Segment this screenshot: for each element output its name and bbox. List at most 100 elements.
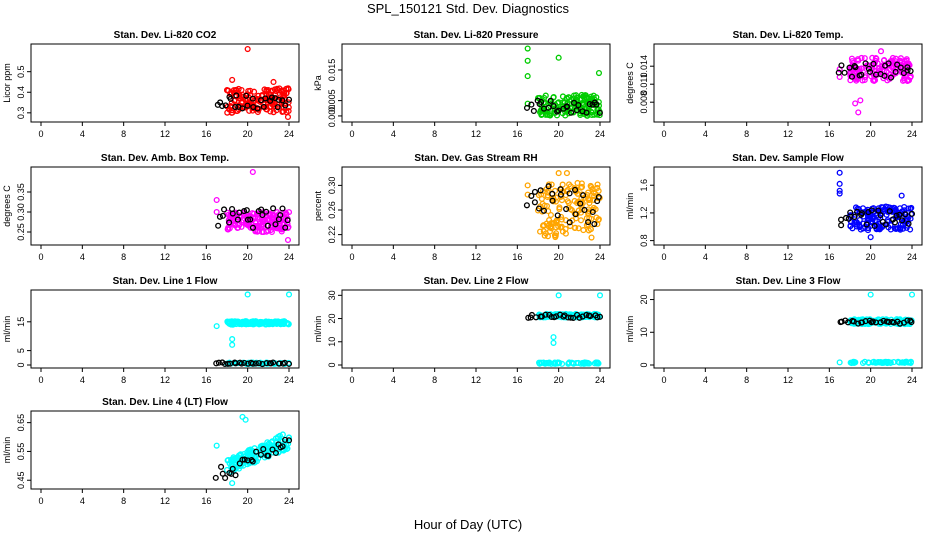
outlier-point: [284, 113, 292, 120]
black-point: [547, 97, 554, 104]
data-point: [585, 206, 592, 213]
data-point: [560, 99, 567, 106]
black-point: [892, 68, 899, 75]
black-point: [243, 207, 250, 214]
black-point: [263, 208, 270, 215]
x-tick-label: 0: [661, 129, 666, 139]
y-axis-label: ml/min: [625, 316, 635, 343]
data-point: [586, 97, 593, 104]
data-point: [541, 232, 548, 239]
y-tick-label: 0.55: [16, 443, 26, 461]
black-point: [284, 217, 291, 224]
outlier-point: [877, 48, 885, 55]
data-point: [576, 108, 583, 115]
x-tick-label: 12: [160, 129, 170, 139]
x-tick-label: 0: [349, 375, 354, 385]
y-axis-label: ml/min: [313, 316, 323, 343]
outlier-point: [213, 208, 220, 216]
black-point: [279, 97, 286, 104]
black-point: [276, 360, 283, 367]
black-point: [244, 102, 251, 109]
y-axis-label: ml/min: [2, 437, 12, 464]
data-point: [849, 58, 856, 65]
data-point: [552, 198, 560, 205]
x-tick-label: 12: [160, 375, 170, 385]
data-point: [878, 359, 886, 367]
panel-title: Stan. Dev. Line 3 Flow: [736, 276, 841, 287]
black-point: [282, 224, 289, 231]
black-point: [570, 314, 577, 322]
y-tick-label: 0.26: [327, 201, 337, 219]
outlier-point: [867, 291, 874, 298]
y-tick-label: 15: [16, 317, 26, 327]
data-point: [849, 225, 856, 232]
black-point: [583, 109, 590, 116]
black-point: [540, 207, 547, 214]
black-point: [904, 67, 911, 74]
black-point: [249, 95, 256, 102]
outlier-point: [242, 416, 249, 423]
black-point: [871, 222, 878, 230]
y-tick-label: 0.30: [327, 177, 337, 195]
x-tick-label: 24: [284, 375, 294, 385]
data-points: [525, 292, 604, 367]
black-point: [530, 107, 537, 115]
x-tick-label: 12: [783, 252, 793, 262]
black-point: [880, 317, 887, 324]
x-tick-label: 24: [907, 129, 917, 139]
y-tick-label: 0.015: [327, 59, 337, 82]
black-point: [557, 186, 564, 193]
data-point: [538, 359, 545, 367]
black-point: [594, 314, 601, 321]
black-point: [907, 67, 914, 75]
y-tick-label: 0.008: [639, 91, 649, 114]
black-point: [904, 64, 911, 71]
data-point: [251, 88, 258, 95]
data-point: [538, 195, 545, 202]
data-point: [545, 359, 552, 366]
x-tick-label: 8: [121, 129, 126, 139]
outlier-point: [550, 334, 557, 341]
y-tick-label: 0.000: [327, 105, 337, 128]
data-point: [279, 319, 286, 326]
panel-title: Stan. Dev. Amb. Box Temp.: [101, 153, 229, 164]
x-tick-label: 16: [824, 252, 834, 262]
data-points: [213, 291, 293, 368]
black-point: [842, 214, 850, 221]
y-tick-label: 1.2: [639, 207, 649, 220]
data-point: [583, 222, 590, 229]
y-tick-label: 0.4: [16, 86, 26, 99]
black-point: [227, 95, 234, 102]
outlier-point: [285, 291, 293, 298]
black-point: [581, 206, 588, 214]
data-point: [594, 181, 601, 188]
data-point: [263, 92, 270, 99]
y-axis-label: percent: [313, 190, 323, 221]
black-point: [272, 449, 279, 457]
data-point: [903, 60, 910, 67]
y-tick-label: 0: [327, 362, 337, 367]
black-point: [847, 209, 854, 216]
outlier-point: [249, 168, 256, 176]
black-point: [253, 448, 260, 455]
data-point: [269, 87, 276, 95]
data-point: [270, 100, 277, 107]
black-point: [585, 219, 592, 226]
black-point: [865, 65, 872, 72]
outlier-point: [213, 196, 220, 204]
data-point: [281, 217, 288, 224]
black-point: [869, 318, 876, 325]
data-point: [263, 321, 270, 328]
data-point: [572, 224, 579, 231]
data-point: [276, 85, 283, 92]
x-tick-label: 24: [595, 129, 605, 139]
data-point: [546, 112, 553, 119]
x-tick-label: 24: [907, 252, 917, 262]
data-point: [552, 232, 559, 239]
outlier-point: [596, 292, 604, 299]
outlier-point: [852, 100, 859, 107]
data-point: [224, 209, 231, 216]
black-point: [255, 360, 262, 367]
data-point: [536, 359, 543, 366]
x-tick-label: 8: [744, 252, 749, 262]
